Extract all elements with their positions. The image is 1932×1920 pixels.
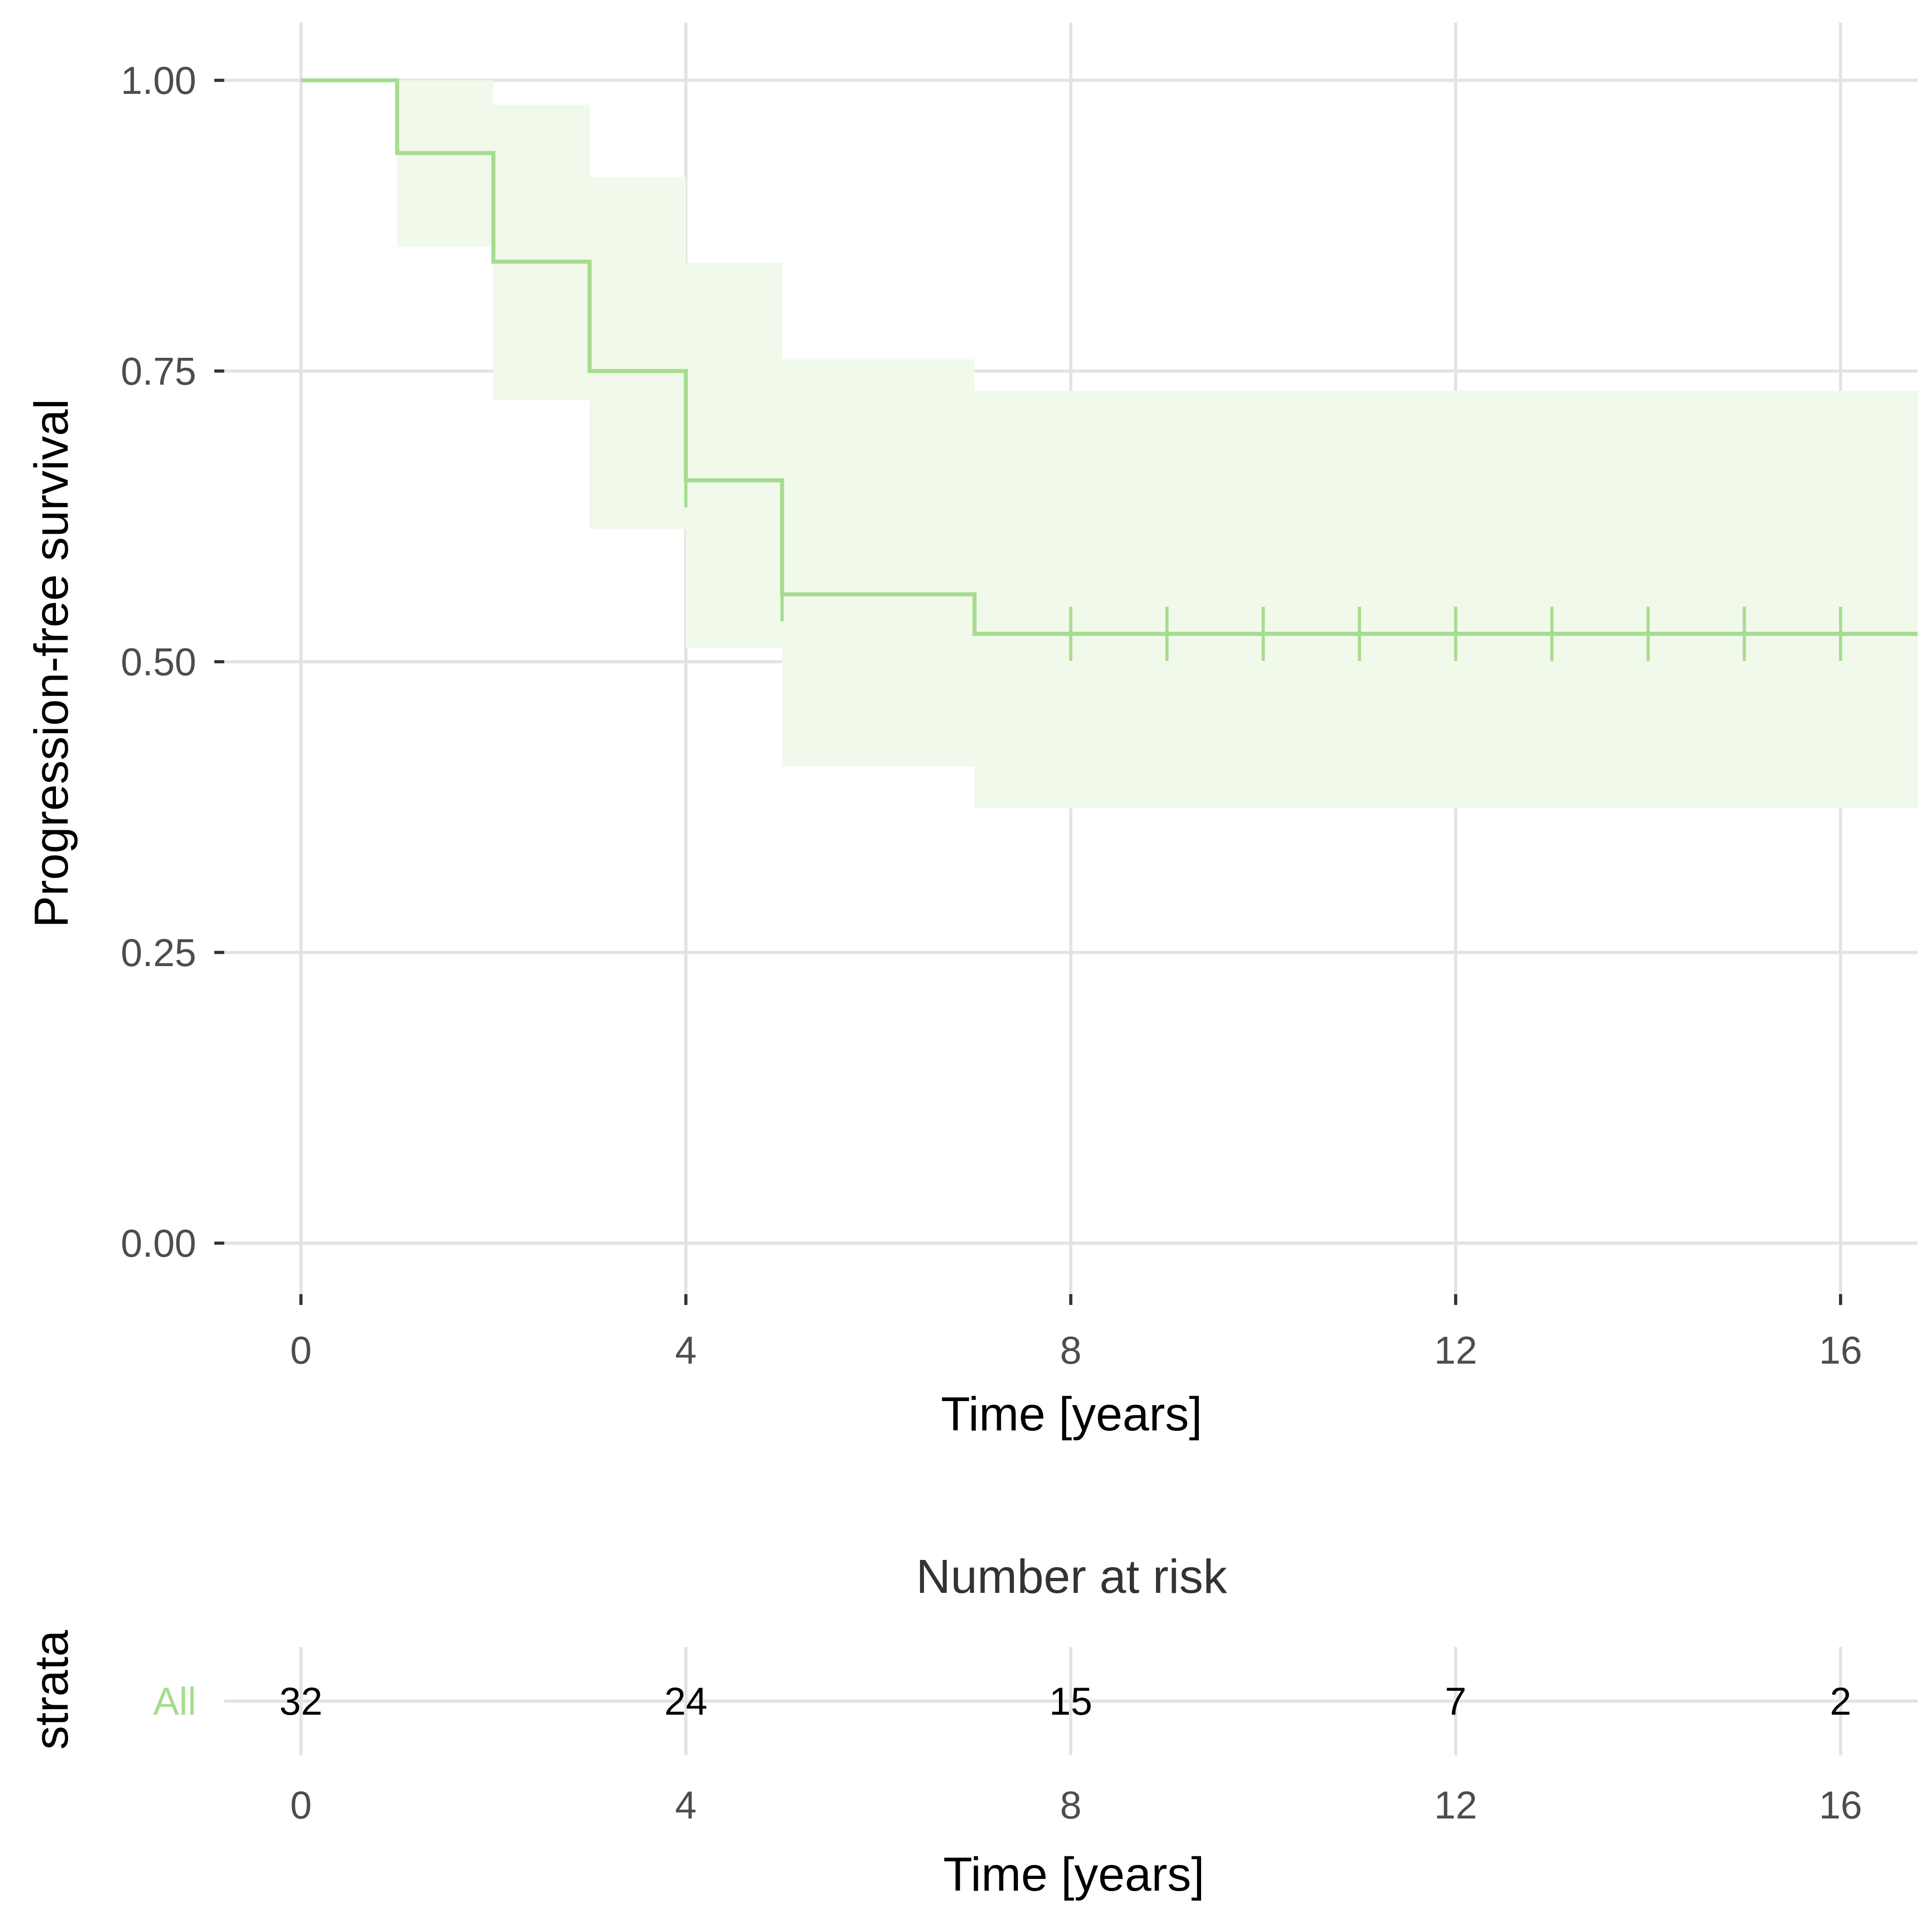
risk-value-0: 32: [279, 1680, 323, 1723]
risk-x-axis-title: Time [years]: [943, 1848, 1204, 1901]
confidence-band: [397, 80, 1918, 809]
y-tick-label-0: 0.00: [121, 1222, 196, 1265]
risk-table-ylabel: strata: [25, 1630, 78, 1749]
censor-marks: [684, 453, 1842, 661]
y-tick-label-2: 0.50: [121, 641, 196, 684]
x-tick-label-3: 12: [1434, 1329, 1477, 1372]
ci-band-step-2: [493, 105, 590, 400]
survival-line-all: [301, 78, 1918, 636]
risk-x-tick-label-4: 16: [1819, 1784, 1863, 1827]
ci-band-step-1: [397, 80, 494, 247]
main-axes: 0.00 0.25 0.50 0.75 1.00 0 4 8 12 16: [121, 59, 1863, 1372]
y-tick-label-3: 0.75: [121, 350, 196, 393]
y-axis-title: Progression-free survival: [25, 399, 78, 928]
risk-x-tick-labels: 0 4 8 12 16: [290, 1784, 1862, 1827]
survival-curve: [301, 78, 1918, 636]
ci-band-step-4: [686, 263, 782, 648]
x-axis-title: Time [years]: [941, 1388, 1202, 1441]
risk-values: 32 24 15 7 2: [279, 1680, 1851, 1723]
risk-value-1: 24: [664, 1680, 707, 1723]
ci-band-step-5: [782, 359, 975, 767]
x-tick-label-1: 4: [675, 1329, 697, 1372]
risk-x-tick-label-3: 12: [1434, 1784, 1477, 1827]
risk-value-3: 7: [1445, 1680, 1466, 1723]
risk-table: Number at risk strata All 32 24 15 7 2 0 4 8 12…: [25, 1550, 1918, 1901]
y-tick-label-4: 1.00: [121, 59, 196, 102]
risk-grid: [224, 1647, 1918, 1755]
x-tick-label-2: 8: [1060, 1329, 1082, 1372]
risk-value-2: 15: [1049, 1680, 1092, 1723]
x-tick-label-4: 16: [1819, 1329, 1863, 1372]
x-tick-label-0: 0: [290, 1329, 312, 1372]
risk-x-tick-label-1: 4: [675, 1784, 697, 1827]
y-tick-label-1: 0.25: [121, 931, 196, 975]
risk-table-title: Number at risk: [916, 1550, 1227, 1603]
risk-x-tick-label-2: 8: [1060, 1784, 1082, 1827]
ci-band-step-3: [589, 176, 686, 529]
survival-plot: 0.00 0.25 0.50 0.75 1.00 0 4 8 12 16 Time [years]…: [25, 23, 1918, 1441]
risk-x-tick-label-0: 0: [290, 1784, 312, 1827]
risk-value-4: 2: [1830, 1680, 1851, 1723]
risk-strata-label: All: [153, 1680, 196, 1723]
ci-band-step-6: [974, 391, 1918, 809]
